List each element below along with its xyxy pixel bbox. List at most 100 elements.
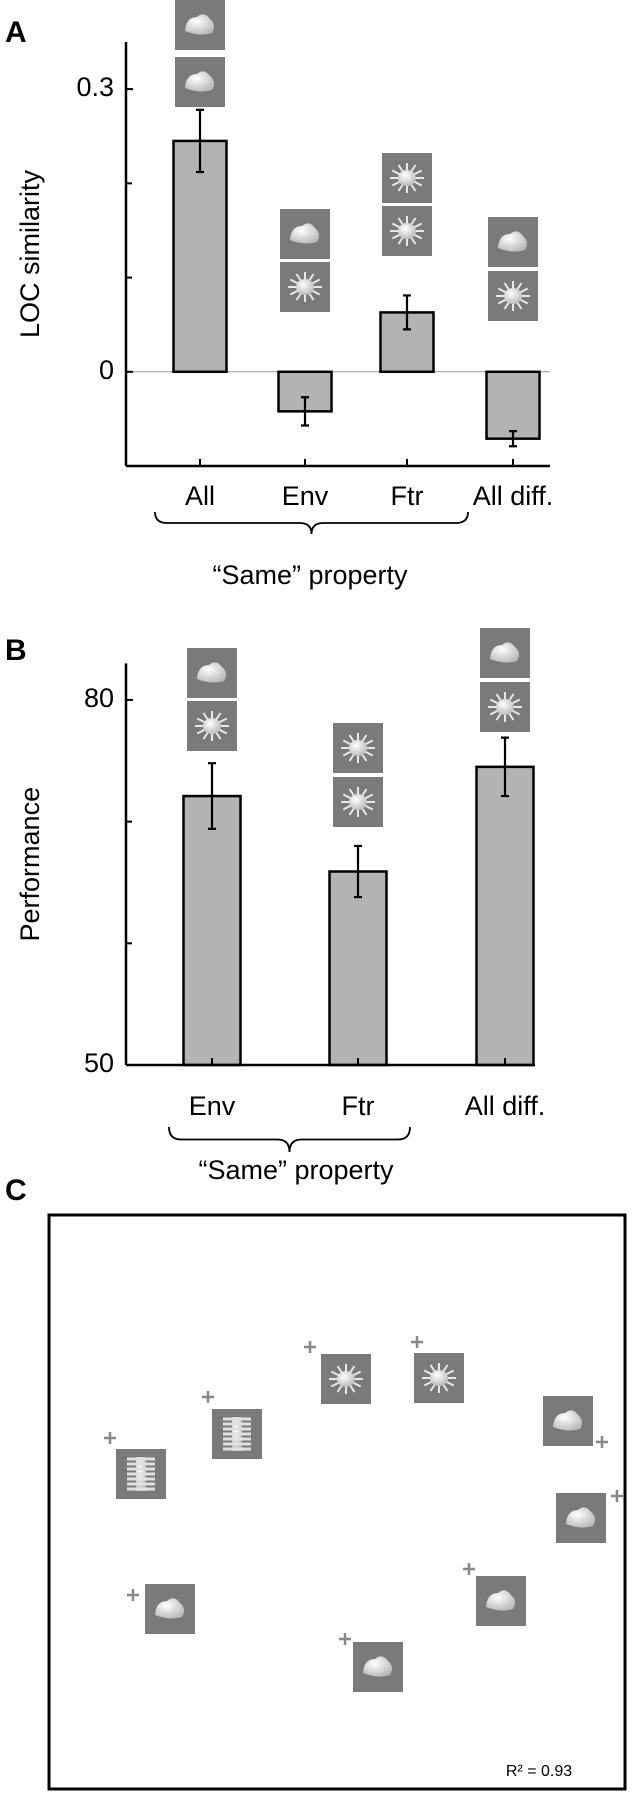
blob [290,223,320,244]
cross [304,1341,316,1353]
rib [223,1422,251,1426]
error-bar [196,108,204,174]
error-bar [509,430,517,448]
blob [398,223,416,239]
bar [328,870,388,1067]
blob [504,288,522,304]
thumbnail [187,701,237,751]
thumbnail [280,262,330,312]
cross [202,1391,214,1403]
thumbnail [476,1576,526,1626]
thumbnail [382,206,432,256]
blob [349,794,367,810]
blob [203,718,221,734]
blob [185,14,215,35]
bar [172,139,228,374]
blob [398,170,416,186]
annotation: R² = 0.93 [506,1763,572,1780]
x-tick-label: Env [189,1091,236,1121]
thumbnail [116,1449,166,1499]
panel-letter: B [5,634,27,667]
blob [197,662,227,683]
thumbnail [187,648,237,698]
blob [349,740,367,756]
thumbnail [333,723,383,773]
thumbnail [480,682,530,732]
rib [127,1467,155,1471]
thumbnail [333,777,383,827]
brace [154,511,469,535]
cross [463,1563,475,1575]
x-tick-label: All diff. [465,1091,546,1121]
cross [339,1633,351,1645]
thumbnail [145,1584,195,1634]
error-bar [501,736,509,798]
x-tick-label: Env [282,481,329,511]
thumbnail [382,153,432,203]
bar [475,765,535,1067]
blob [363,1656,393,1677]
blob [553,1410,583,1431]
cross [127,1589,139,1601]
thumbnail [212,1409,262,1459]
error-bar [354,844,362,899]
panel-letter: C [5,1174,27,1207]
rib [127,1477,155,1481]
thumbnail [321,1354,371,1404]
cross [596,1436,608,1448]
thumbnail [480,628,530,678]
blob [496,699,514,715]
group-label: “Same” property [212,560,408,590]
blob [337,1371,355,1387]
rib [223,1417,251,1421]
blob [486,1590,516,1611]
x-tick-label: Ftr [391,481,424,511]
blob [185,71,215,92]
rib [127,1487,155,1491]
rib [127,1457,155,1461]
error-bar [403,294,411,331]
blob [296,279,314,295]
cross [104,1432,116,1444]
rib [223,1432,251,1436]
thumbnail [488,217,538,267]
thumbnail [353,1642,403,1692]
y-tick-label: 0.3 [76,72,114,102]
thumbnail [543,1396,593,1446]
cross [411,1336,423,1348]
thumbnail [488,271,538,321]
rib [223,1427,251,1431]
error-bar [301,396,309,427]
y-tick-label: 50 [84,1048,114,1078]
error-bar [208,762,216,831]
y-axis-label: LOC similarity [15,169,45,338]
thumbnail [175,0,225,50]
plot-frame [47,1213,627,1791]
thumbnail [556,1493,606,1543]
blob [430,1370,448,1386]
y-tick-label: 80 [84,683,114,713]
x-tick-label: All [185,481,215,511]
cross [611,1490,623,1502]
y-axis-label: Performance [15,787,45,942]
rib [223,1437,251,1441]
rib [127,1482,155,1486]
rib [223,1442,251,1446]
rib [127,1462,155,1466]
y-tick-label: 0 [99,355,114,385]
group-label: “Same” property [198,1155,394,1185]
bar [485,370,541,440]
thumbnail [414,1353,464,1403]
rib [223,1447,251,1451]
blob [490,642,520,663]
bar [182,794,242,1067]
brace [168,1126,411,1153]
thumbnail [175,57,225,107]
blob [498,231,528,252]
rib [127,1472,155,1476]
blob [155,1598,185,1619]
panel-letter: A [5,16,27,49]
x-tick-label: Ftr [342,1091,375,1121]
